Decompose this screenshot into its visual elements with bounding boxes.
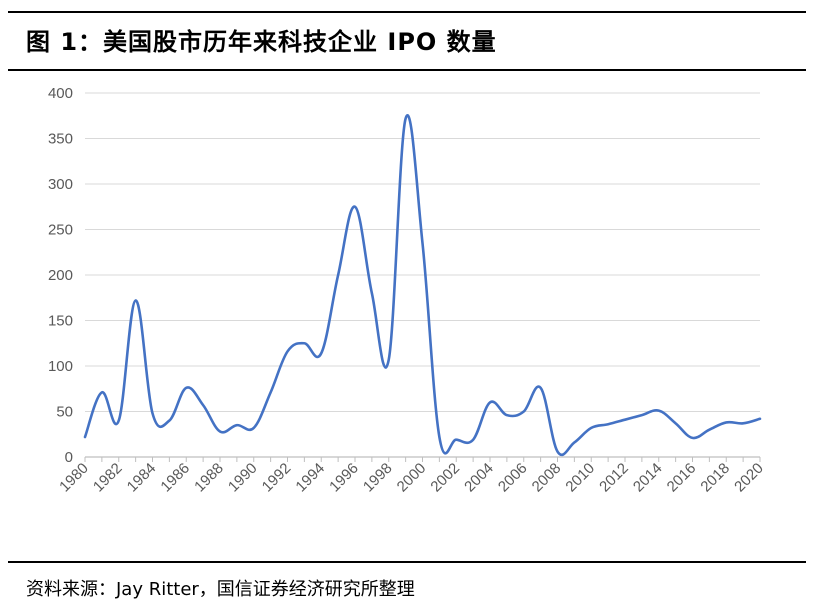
x-tick-label: 2016 [664,460,700,496]
x-tick-label: 2014 [630,460,666,496]
x-tick-label: 2006 [495,460,531,496]
y-tick-label: 350 [48,131,73,148]
x-tick-label: 1988 [191,460,227,496]
x-tick-label: 1982 [90,460,126,496]
series-line [83,114,762,457]
y-tick-label: 300 [48,176,73,193]
x-tick-label: 2008 [529,460,565,496]
y-tick-label: 150 [48,313,73,330]
x-tick-labels: 1980198219841986198819901992199419961998… [56,460,767,496]
y-tick-label: 50 [56,404,73,421]
series [83,114,762,457]
y-tick-labels: 0 50 100 150 200 250 300 350 400 [48,85,73,466]
title-rule [8,69,806,71]
x-tick-label: 1996 [326,460,362,496]
figure-title: 图 1：美国股市历年来科技企业 IPO 数量 [26,28,497,56]
bottom-rule [8,561,806,563]
x-tick-label: 1992 [259,460,295,496]
gridlines [85,92,760,412]
y-tick-label: 250 [48,222,73,239]
x-tick-label: 1990 [225,460,261,496]
y-tick-label: 400 [48,85,73,102]
x-tick-label: 1986 [157,460,193,496]
axes [84,456,761,462]
x-tick-label: 2018 [697,460,733,496]
x-tick-label: 2000 [394,460,430,496]
source-note: 资料来源：Jay Ritter，国信证券经济研究所整理 [26,579,415,600]
y-tick-label: 100 [48,358,73,375]
y-tick-label: 200 [48,267,73,284]
x-tick-label: 2020 [731,460,767,496]
x-tick-label: 2004 [461,460,497,496]
x-tick-label: 2002 [427,460,463,496]
x-tick-label: 1984 [124,460,160,496]
top-rule [8,11,806,13]
x-tick-label: 2012 [596,460,632,496]
x-tick-label: 1998 [360,460,396,496]
y-tick-label: 0 [65,449,73,466]
x-tick-label: 1980 [56,460,92,496]
x-tick-label: 2010 [562,460,598,496]
x-tick-label: 1994 [292,460,328,496]
